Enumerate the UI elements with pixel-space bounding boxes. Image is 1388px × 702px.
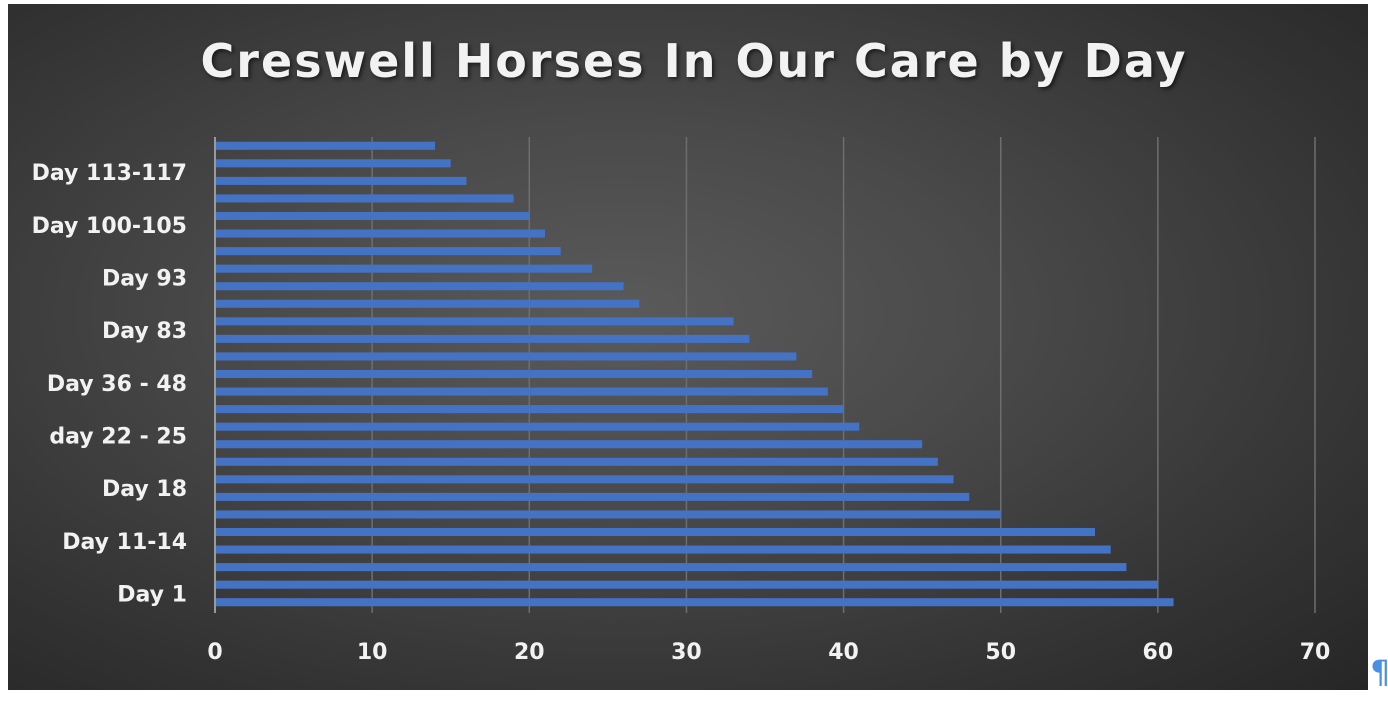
chart-container: Creswell Horses In Our Care by Day 0 10 20… — [8, 4, 1368, 690]
bar — [215, 282, 624, 291]
x-tick-label: 10 — [357, 640, 388, 665]
x-tick-label: 60 — [1143, 640, 1174, 665]
y-category-label: day 22 - 25 — [49, 424, 187, 449]
bar — [215, 405, 844, 414]
bar — [215, 159, 451, 168]
x-tick-label: 30 — [671, 640, 702, 665]
bar — [215, 387, 828, 396]
x-tick-label: 50 — [985, 640, 1016, 665]
y-category-label: Day 36 - 48 — [47, 372, 187, 397]
x-tick-label: 0 — [207, 640, 222, 665]
bar — [215, 299, 640, 308]
bar — [215, 475, 954, 484]
bar — [215, 352, 797, 361]
bar — [215, 563, 1127, 572]
bar — [215, 510, 1001, 519]
bar — [215, 176, 467, 185]
x-tick-label: 70 — [1300, 640, 1331, 665]
x-tick-label: 20 — [514, 640, 545, 665]
y-category-label: Day 100-105 — [32, 214, 187, 239]
bar — [215, 545, 1111, 554]
chart-plot: 0 10 20 30 40 50 60 70 Day 1 Day 11-14 Day 18 day … — [32, 137, 1331, 665]
y-category-label: Day 1 — [117, 582, 187, 607]
y-category-label: Day 11-14 — [62, 530, 187, 555]
pilcrow-mark: ¶ — [1370, 656, 1388, 688]
bar — [215, 422, 860, 431]
bar — [215, 440, 923, 449]
chart-title: Creswell Horses In Our Care by Day — [200, 34, 1188, 88]
bar — [215, 598, 1174, 607]
y-category-label: Day 83 — [102, 319, 187, 344]
bar — [215, 369, 813, 379]
bar — [215, 194, 514, 203]
bar — [215, 264, 593, 273]
bar — [215, 457, 938, 466]
y-category-label: Day 113-117 — [32, 161, 187, 186]
bar — [215, 527, 1095, 537]
bar — [215, 492, 970, 501]
bar — [215, 247, 561, 256]
bar — [215, 211, 530, 221]
bar — [215, 141, 435, 150]
x-tick-label: 40 — [828, 640, 859, 665]
bar — [215, 334, 750, 343]
y-category-label: Day 93 — [102, 266, 187, 291]
bar — [215, 317, 734, 326]
bar — [215, 580, 1158, 589]
bar — [215, 229, 545, 238]
y-category-label: Day 18 — [102, 477, 187, 502]
